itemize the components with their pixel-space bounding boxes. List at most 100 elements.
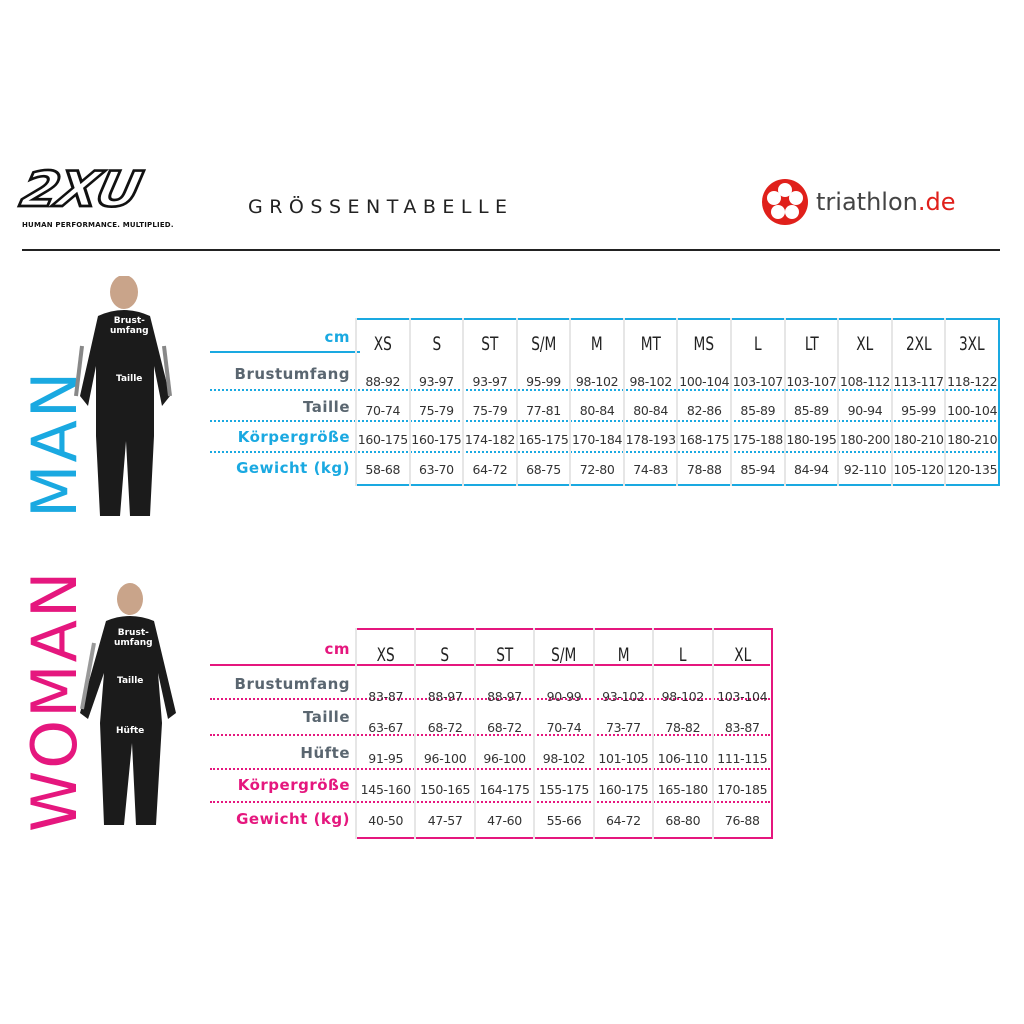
size-cell: 63-70 — [408, 454, 464, 485]
size-header: LT — [789, 319, 833, 368]
size-cell: 76-88 — [711, 804, 772, 838]
size-cell: 73-77 — [592, 711, 654, 743]
size-cell: 75-79 — [408, 396, 464, 426]
size-header: ST — [467, 319, 512, 368]
size-cell: 93-97 — [408, 367, 464, 397]
2xu-logo: 2XU HUMAN PERFORMANCE. MULTIPLIED. — [15, 160, 237, 231]
size-cell: 92-110 — [837, 454, 892, 485]
size-cell: 75-79 — [462, 396, 517, 426]
size-cell: 47-60 — [473, 804, 535, 838]
size-cell: 95-99 — [890, 396, 946, 426]
size-cell: 101-105 — [592, 742, 654, 774]
size-cell: 93-102 — [592, 680, 654, 712]
size-cell: 180-210 — [890, 425, 946, 455]
size-cell: 170-185 — [711, 773, 772, 805]
table-row: 88-92 93-97 93-97 95-99 98-102 98-102 100-104 1… — [355, 367, 999, 397]
table-row: 145-160 150-165 164-175 155-175 160-175 165-1… — [354, 773, 772, 805]
header-divider — [22, 249, 1000, 251]
size-cell: 160-175 — [408, 425, 464, 455]
size-cell: 106-110 — [652, 742, 713, 774]
size-header: XL — [717, 629, 767, 681]
callout-brustumfang: Brust-umfang — [110, 316, 149, 336]
size-cell: 68-72 — [414, 711, 475, 743]
size-cell: 95-99 — [515, 367, 571, 397]
size-cell: 145-160 — [354, 773, 416, 805]
size-cell: 180-210 — [944, 425, 999, 455]
size-cell: 165-180 — [652, 773, 713, 805]
size-cell: 103-104 — [711, 680, 772, 712]
triathlon-de-logo: triathlon.de — [760, 177, 955, 227]
size-cell: 96-100 — [414, 742, 475, 774]
callout-taille: Taille — [116, 374, 143, 384]
size-header: L — [658, 629, 707, 681]
size-header: S — [420, 629, 469, 681]
woman-row-label: Taille — [302, 708, 350, 726]
man-row-label: Gewicht (kg) — [236, 459, 350, 477]
size-header: ST — [479, 629, 529, 681]
size-cell: 150-165 — [414, 773, 475, 805]
size-cell: 120-135 — [944, 454, 999, 485]
man-row-label: Taille — [302, 398, 350, 416]
size-cell: 100-104 — [676, 367, 732, 397]
table-row: 40-50 47-57 47-60 55-66 64-72 68-80 76-88 — [354, 804, 772, 838]
table-row: 160-175 160-175 174-182 165-175 170-184 178-1… — [355, 425, 999, 455]
size-cell: 160-175 — [592, 773, 654, 805]
size-cell: 70-74 — [533, 711, 594, 743]
size-cell: 88-97 — [473, 680, 535, 712]
size-cell: 63-67 — [354, 711, 416, 743]
size-cell: 82-86 — [676, 396, 732, 426]
size-header: XS — [360, 319, 405, 368]
woman-unit-label: cm — [324, 640, 350, 658]
size-cell: 74-83 — [622, 454, 678, 485]
table-row: 91-95 96-100 96-100 98-102 101-105 106-110 111… — [354, 742, 772, 774]
size-header: M — [574, 319, 619, 368]
size-cell: 58-68 — [355, 454, 410, 485]
size-header: S/M — [539, 629, 588, 681]
size-cell: 47-57 — [414, 804, 475, 838]
size-cell: 72-80 — [569, 454, 624, 485]
size-cell: 70-74 — [355, 396, 410, 426]
size-cell: 168-175 — [676, 425, 732, 455]
size-cell: 174-182 — [462, 425, 517, 455]
size-cell: 96-100 — [473, 742, 535, 774]
size-cell: 64-72 — [592, 804, 654, 838]
size-header: MS — [682, 319, 726, 368]
size-cell: 180-200 — [837, 425, 892, 455]
size-cell: 88-97 — [414, 680, 475, 712]
size-cell: 55-66 — [533, 804, 594, 838]
size-cell: 111-115 — [711, 742, 772, 774]
size-cell: 80-84 — [622, 396, 678, 426]
size-cell: 113-117 — [890, 367, 946, 397]
size-header: S/M — [521, 319, 565, 368]
size-cell: 98-102 — [652, 680, 713, 712]
size-cell: 88-92 — [355, 367, 410, 397]
size-cell: 40-50 — [354, 804, 416, 838]
size-cell: 78-82 — [652, 711, 713, 743]
callout-taille: Taille — [117, 676, 144, 686]
page-title: GRÖSSENTABELLE — [248, 196, 514, 218]
size-cell: 98-102 — [533, 742, 594, 774]
size-cell: 178-193 — [622, 425, 678, 455]
man-wetsuit-figure — [74, 276, 172, 516]
size-cell: 165-175 — [515, 425, 571, 455]
man-size-table: XS S ST S/M M MT MS L LT XL 2XL 3XL 88-92 93-97 93-97 9… — [355, 318, 1000, 486]
size-header: S — [414, 319, 458, 368]
size-cell: 118-122 — [944, 367, 999, 397]
man-row-label: Brustumfang — [234, 365, 350, 383]
size-cell: 85-94 — [730, 454, 785, 485]
woman-row-label: Brustumfang — [234, 675, 350, 693]
size-cell: 90-99 — [533, 680, 594, 712]
size-cell: 180-195 — [783, 425, 839, 455]
size-cell: 91-95 — [354, 742, 416, 774]
size-cell: 160-175 — [355, 425, 410, 455]
size-cell: 83-87 — [354, 680, 416, 712]
size-header: M — [598, 629, 648, 681]
size-cell: 78-88 — [676, 454, 732, 485]
table-row: 70-74 75-79 75-79 77-81 80-84 80-84 82-86 85-89… — [355, 396, 999, 426]
size-cell: 77-81 — [515, 396, 571, 426]
woman-wetsuit-figure — [80, 583, 176, 825]
size-cell: 175-188 — [730, 425, 785, 455]
man-unit-label: cm — [324, 328, 350, 346]
size-cell: 103-107 — [783, 367, 839, 397]
man-header-rule — [210, 351, 360, 353]
